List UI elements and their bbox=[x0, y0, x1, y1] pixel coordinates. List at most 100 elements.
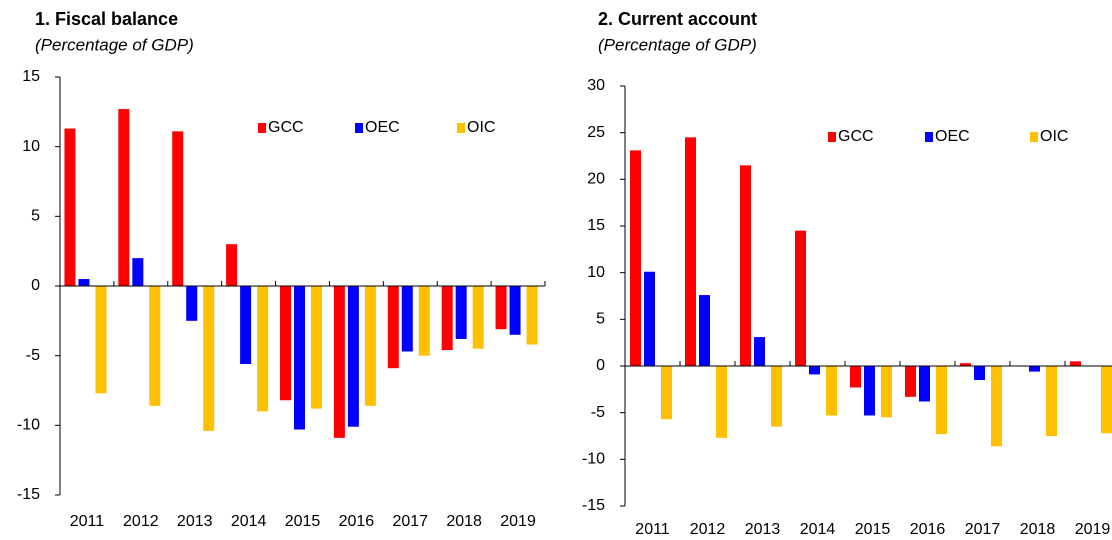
bar bbox=[685, 137, 696, 366]
chart-subtitle: (Percentage of GDP) bbox=[35, 35, 194, 54]
x-tick-label: 2016 bbox=[339, 513, 375, 530]
bar bbox=[754, 337, 765, 366]
legend-label: GCC bbox=[838, 128, 874, 145]
legend-swatch bbox=[355, 123, 363, 133]
bar bbox=[826, 366, 837, 416]
bar bbox=[495, 286, 507, 330]
chart-title: 2. Current account bbox=[598, 9, 757, 29]
bar bbox=[699, 295, 710, 366]
bar bbox=[1046, 366, 1057, 436]
x-tick-label: 2017 bbox=[392, 513, 428, 530]
bar bbox=[95, 286, 107, 394]
bar bbox=[1029, 366, 1040, 372]
chart-title: 1. Fiscal balance bbox=[35, 9, 178, 29]
y-tick-label: -10 bbox=[582, 451, 605, 468]
x-tick-label: 2013 bbox=[177, 513, 213, 530]
bar bbox=[280, 286, 291, 401]
bar bbox=[78, 279, 90, 286]
legend-swatch bbox=[925, 132, 933, 142]
x-tick-label: 2013 bbox=[745, 521, 781, 538]
y-tick-label: 0 bbox=[31, 277, 40, 294]
y-tick-label: -5 bbox=[26, 347, 40, 364]
legend-label: OIC bbox=[467, 119, 495, 136]
x-tick-label: 2011 bbox=[70, 513, 105, 530]
y-tick-label: 25 bbox=[587, 124, 605, 141]
x-tick-label: 2018 bbox=[1020, 521, 1056, 538]
x-tick-label: 2014 bbox=[800, 521, 836, 538]
y-tick-label: 5 bbox=[31, 208, 40, 225]
bar bbox=[1101, 366, 1112, 434]
bar bbox=[203, 286, 215, 431]
x-tick-label: 2014 bbox=[231, 513, 267, 530]
bar bbox=[864, 366, 875, 416]
y-tick-label: 30 bbox=[587, 77, 605, 94]
bar bbox=[240, 286, 252, 365]
legend-label: GCC bbox=[268, 119, 304, 136]
bar bbox=[186, 286, 198, 321]
bar bbox=[526, 286, 538, 345]
bar bbox=[919, 366, 930, 402]
legend-label: OIC bbox=[1040, 128, 1068, 145]
bar bbox=[1070, 361, 1081, 366]
bar bbox=[347, 286, 359, 427]
bar bbox=[311, 286, 322, 409]
bar bbox=[455, 286, 467, 339]
y-tick-label: 5 bbox=[596, 311, 605, 328]
x-tick-label: 2011 bbox=[635, 521, 670, 538]
bar bbox=[974, 366, 985, 380]
chart-subtitle: (Percentage of GDP) bbox=[598, 35, 757, 54]
bar bbox=[644, 271, 655, 366]
legend-label: OEC bbox=[365, 119, 400, 136]
y-tick-label: 10 bbox=[22, 138, 40, 155]
bar bbox=[418, 286, 430, 356]
x-tick-label: 2015 bbox=[285, 513, 321, 530]
x-tick-label: 2018 bbox=[446, 513, 482, 530]
bar bbox=[630, 150, 641, 366]
y-tick-label: -15 bbox=[582, 497, 605, 514]
y-tick-label: -15 bbox=[17, 486, 40, 503]
y-tick-label: 0 bbox=[596, 357, 605, 374]
bar bbox=[881, 366, 892, 418]
y-tick-label: 10 bbox=[587, 264, 605, 281]
bar bbox=[936, 366, 947, 435]
bar bbox=[149, 286, 161, 406]
x-tick-label: 2016 bbox=[910, 521, 946, 538]
bar bbox=[809, 366, 820, 375]
y-tick-label: -5 bbox=[591, 404, 605, 421]
bar bbox=[795, 230, 806, 366]
bar bbox=[294, 286, 305, 430]
bar bbox=[661, 366, 672, 420]
bar bbox=[771, 366, 782, 427]
bar bbox=[960, 363, 971, 366]
bar bbox=[716, 366, 727, 438]
y-tick-label: -10 bbox=[17, 417, 40, 434]
bar bbox=[401, 286, 413, 352]
bar bbox=[257, 286, 269, 412]
legend-label: OEC bbox=[935, 128, 970, 145]
x-tick-label: 2017 bbox=[965, 521, 1001, 538]
x-tick-label: 2019 bbox=[1075, 521, 1111, 538]
y-tick-label: 20 bbox=[587, 171, 605, 188]
x-tick-label: 2012 bbox=[123, 513, 159, 530]
y-tick-label: 15 bbox=[22, 68, 40, 85]
bar bbox=[740, 165, 751, 366]
bar bbox=[364, 286, 376, 406]
bar bbox=[472, 286, 484, 349]
bar bbox=[118, 109, 130, 287]
x-tick-label: 2015 bbox=[855, 521, 891, 538]
bar bbox=[333, 286, 345, 438]
y-tick-label: 15 bbox=[587, 217, 605, 234]
bar bbox=[172, 131, 184, 286]
legend-swatch bbox=[457, 123, 465, 133]
bar bbox=[64, 128, 76, 286]
x-tick-label: 2019 bbox=[500, 513, 536, 530]
bar bbox=[226, 244, 238, 286]
legend-swatch bbox=[258, 123, 266, 133]
bar bbox=[441, 286, 453, 351]
legend-swatch bbox=[1030, 132, 1038, 142]
x-tick-label: 2012 bbox=[690, 521, 726, 538]
legend-swatch bbox=[828, 132, 836, 142]
bar bbox=[509, 286, 521, 335]
bar bbox=[387, 286, 399, 369]
